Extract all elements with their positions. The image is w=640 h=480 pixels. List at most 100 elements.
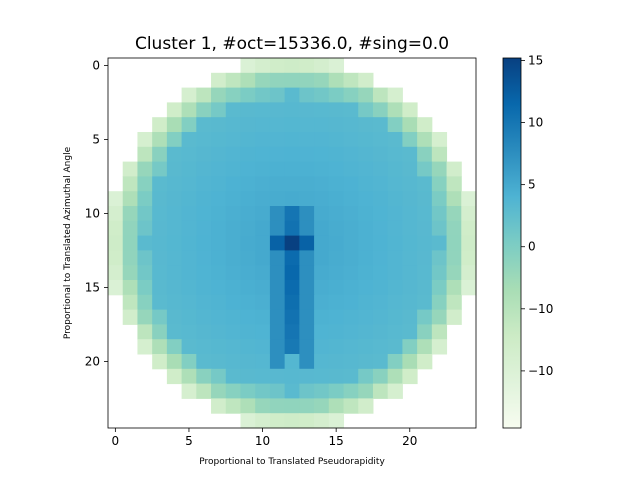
y-tick-label: 5	[92, 132, 100, 146]
heatmap-cell	[196, 309, 212, 325]
heatmap-cell	[387, 339, 403, 355]
heatmap-cell	[402, 250, 418, 266]
heatmap-cell	[181, 102, 197, 118]
heatmap-cell	[358, 87, 374, 103]
heatmap-cell	[358, 339, 374, 355]
heatmap-cell	[255, 58, 271, 74]
heatmap-cell	[299, 58, 315, 74]
heatmap-cell	[358, 250, 374, 266]
heatmap-cell	[402, 102, 418, 118]
heatmap-cell	[417, 235, 433, 251]
heatmap-cell	[402, 191, 418, 207]
heatmap-cell	[225, 132, 241, 148]
heatmap-cell	[211, 191, 227, 207]
heatmap-cell	[196, 87, 212, 103]
heatmap-cell	[181, 280, 197, 296]
heatmap-cell	[402, 220, 418, 237]
heatmap-cell	[328, 206, 345, 222]
heatmap-cell	[152, 294, 168, 311]
heatmap-cell	[255, 294, 271, 311]
heatmap-cell	[152, 161, 168, 177]
heatmap-cell	[255, 250, 271, 266]
heatmap-cell	[314, 309, 330, 325]
heatmap-cell	[211, 309, 227, 325]
heatmap-cell	[225, 117, 241, 133]
heatmap-cell	[152, 117, 168, 133]
heatmap-cell	[387, 220, 403, 237]
x-tick-label: 20	[402, 434, 417, 448]
heatmap-cell	[328, 220, 345, 237]
heatmap-cell	[343, 102, 359, 118]
heatmap-cell	[402, 309, 418, 325]
heatmap-cell	[269, 398, 286, 414]
x-tick-label: 0	[112, 434, 120, 448]
heatmap-cell	[343, 354, 359, 370]
heatmap-cell	[343, 280, 359, 296]
heatmap-cell	[299, 294, 315, 311]
heatmap-cell	[196, 220, 212, 237]
heatmap-cell	[328, 294, 345, 311]
heatmap-cell	[137, 265, 153, 281]
heatmap-cell	[284, 161, 300, 177]
heatmap-cell	[108, 265, 124, 281]
heatmap-cell	[431, 324, 448, 340]
heatmap-cell	[196, 102, 212, 118]
heatmap-cell	[211, 324, 227, 340]
heatmap-cell	[225, 250, 241, 266]
heatmap-cell	[196, 117, 212, 133]
heatmap-cell	[211, 250, 227, 266]
heatmap-cell	[211, 235, 227, 251]
heatmap-cell	[358, 220, 374, 237]
heatmap-cell	[328, 72, 345, 89]
heatmap-cell	[461, 220, 477, 237]
heatmap-cell	[372, 354, 389, 370]
heatmap-cell	[314, 146, 330, 163]
heatmap-cell	[417, 161, 433, 177]
heatmap-cell	[181, 176, 197, 192]
heatmap-cell	[122, 294, 138, 311]
heatmap-cell	[387, 280, 403, 296]
heatmap-cell	[402, 161, 418, 177]
heatmap-cell	[446, 161, 462, 177]
heatmap-cell	[446, 294, 462, 311]
heatmap-cell	[328, 383, 345, 399]
heatmap-cell	[284, 87, 300, 103]
heatmap-cell	[417, 146, 433, 163]
heatmap-cell	[372, 294, 389, 311]
heatmap-cell	[166, 206, 183, 222]
heatmap-cell	[225, 354, 241, 370]
heatmap-cell	[240, 72, 256, 89]
heatmap-cell	[461, 191, 477, 207]
heatmap-cell	[402, 235, 418, 251]
heatmap-cell	[269, 132, 286, 148]
heatmap-cell	[431, 280, 448, 296]
heatmap-cell	[284, 294, 300, 311]
heatmap-cell	[446, 309, 462, 325]
heatmap-cell	[431, 176, 448, 192]
heatmap-cell	[387, 383, 403, 399]
heatmap-cell	[299, 191, 315, 207]
heatmap-cell	[108, 235, 124, 251]
heatmap-cell	[417, 206, 433, 222]
heatmap-cell	[402, 324, 418, 340]
heatmap-cell	[417, 324, 433, 340]
heatmap-cell	[225, 146, 241, 163]
heatmap-cell	[181, 324, 197, 340]
heatmap-cell	[314, 206, 330, 222]
heatmap-cell	[358, 161, 374, 177]
heatmap-cell	[122, 235, 138, 251]
heatmap-cell	[225, 220, 241, 237]
heatmap-cell	[240, 117, 256, 133]
heatmap-cell	[431, 220, 448, 237]
x-tick-label: 15	[329, 434, 344, 448]
heatmap-cell	[211, 161, 227, 177]
heatmap-cell	[240, 146, 256, 163]
heatmap-cell	[358, 206, 374, 222]
heatmap-cell	[461, 265, 477, 281]
heatmap-cell	[387, 235, 403, 251]
heatmap-cell	[284, 72, 300, 89]
heatmap-cell	[152, 220, 168, 237]
heatmap-cell	[225, 324, 241, 340]
heatmap-cell	[269, 324, 286, 340]
heatmap-cell	[387, 354, 403, 370]
